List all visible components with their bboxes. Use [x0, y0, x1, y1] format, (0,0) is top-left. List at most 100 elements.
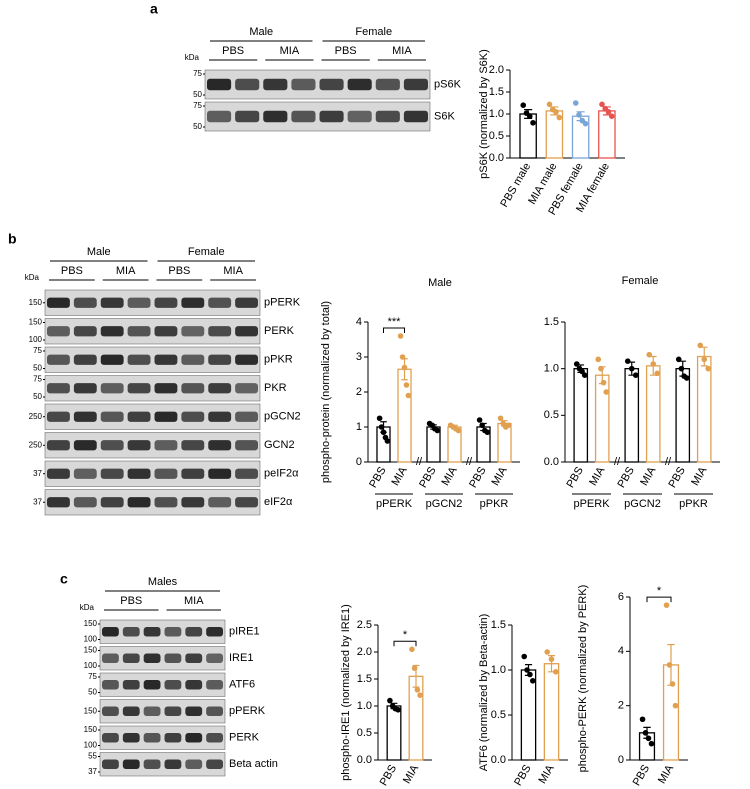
blot-band: [206, 680, 223, 690]
y-tick-label: 0.5: [544, 409, 559, 421]
y-tick-label: 2.5: [357, 619, 372, 631]
significance-bracket: [646, 596, 672, 603]
data-point: [527, 671, 533, 678]
x-group-label: pPKR: [480, 498, 509, 510]
blot-strip: [99, 672, 226, 697]
blot-row-label: pGCN2: [264, 411, 301, 423]
mw-marker: 75: [193, 69, 202, 78]
mw-marker: 50: [88, 688, 97, 697]
data-point: [666, 662, 673, 668]
x-tick-label: MIA: [656, 762, 677, 786]
blot-band: [102, 653, 119, 663]
x-group-label: pGCN2: [426, 498, 463, 510]
x-tick-label: MIA: [689, 464, 710, 488]
data-point: [603, 389, 610, 395]
blot-band: [47, 440, 70, 451]
mw-marker: 37: [88, 767, 97, 776]
data-point: [654, 370, 661, 377]
mw-marker: 250: [29, 440, 43, 449]
x-tick-label: PBS: [564, 465, 585, 490]
data-point: [399, 354, 406, 360]
bar: [645, 365, 661, 463]
kda-label: kDa: [80, 603, 95, 612]
blot-condition-label: MIA: [184, 595, 204, 607]
blot-group-label: Female: [188, 246, 225, 258]
y-tick-label: 1.0: [491, 664, 506, 676]
mw-marker: 100: [84, 635, 98, 644]
blot-band: [181, 468, 205, 479]
mw-marker: 55: [88, 752, 97, 761]
data-point: [642, 730, 649, 736]
blot-band: [181, 297, 205, 308]
blot-band: [47, 383, 70, 394]
data-point: [572, 100, 579, 106]
data-point: [576, 112, 582, 118]
bar: [675, 368, 691, 463]
mw-marker: 50: [33, 364, 42, 373]
blot-row-label: PERK: [264, 325, 295, 337]
panel-label: a: [150, 1, 158, 17]
data-point: [628, 365, 635, 372]
data-point: [417, 692, 423, 698]
y-tick-label: 0.5: [491, 709, 506, 721]
data-point: [678, 365, 685, 372]
mw-marker: 75: [88, 672, 97, 681]
blot-band: [235, 411, 258, 422]
significance-bracket: [383, 327, 405, 333]
blot-band: [154, 497, 178, 508]
blot-band: [47, 326, 70, 337]
data-point: [624, 358, 631, 365]
data-point: [397, 333, 404, 339]
blot-band: [122, 706, 140, 716]
panel-label: b: [8, 231, 17, 247]
x-tick-label: PBS: [666, 465, 687, 490]
data-point: [675, 356, 682, 363]
data-point: [484, 429, 491, 436]
blot-band: [208, 354, 232, 365]
blot-condition-label: PBS: [168, 265, 190, 277]
bar: [594, 374, 610, 463]
significance-label: *: [403, 629, 408, 641]
blot-row-label: pIRE1: [229, 626, 260, 638]
mw-marker: 50: [33, 392, 42, 401]
blot-band: [164, 733, 182, 743]
data-point: [599, 101, 605, 108]
blot-band: [263, 110, 288, 123]
blot-condition-label: PBS: [120, 595, 142, 607]
x-group-label: pPERK: [573, 498, 610, 510]
blot-band: [143, 759, 161, 769]
blot-band: [143, 680, 161, 690]
blot-band: [154, 440, 178, 451]
blot-row-label: pPERK: [229, 705, 266, 717]
blot-band: [143, 653, 161, 663]
x-group-label: pPKR: [679, 498, 708, 510]
y-tick-label: 0.0: [491, 754, 506, 766]
blot-band: [291, 78, 316, 91]
axis-break: //: [466, 456, 473, 468]
blot-band: [100, 468, 124, 479]
y-tick-label: 1: [356, 421, 362, 433]
data-point: [529, 678, 536, 684]
blot-band: [100, 497, 124, 508]
blot-row-label: eIF2α: [264, 496, 293, 508]
blot-group-label: Male: [87, 246, 111, 258]
blot-band: [164, 627, 182, 637]
mw-marker: 50: [193, 122, 202, 131]
chart-title: Male: [428, 277, 452, 289]
blot-band: [73, 440, 97, 451]
y-tick-label: 2.0: [489, 64, 504, 76]
blot-band: [235, 440, 258, 451]
blot-row-label: peIF2α: [264, 468, 299, 480]
blot-band: [73, 411, 97, 422]
blot-band: [319, 78, 344, 91]
data-point: [414, 687, 421, 693]
mw-marker: 150: [29, 318, 43, 327]
data-point: [530, 120, 536, 126]
x-group-label: pGCN2: [624, 498, 661, 510]
blot-band: [100, 383, 124, 394]
blot-band: [154, 468, 178, 479]
x-tick-label: MIA: [489, 464, 510, 488]
axis-break: //: [614, 456, 621, 468]
data-point: [524, 667, 530, 673]
blot-band: [206, 653, 223, 663]
